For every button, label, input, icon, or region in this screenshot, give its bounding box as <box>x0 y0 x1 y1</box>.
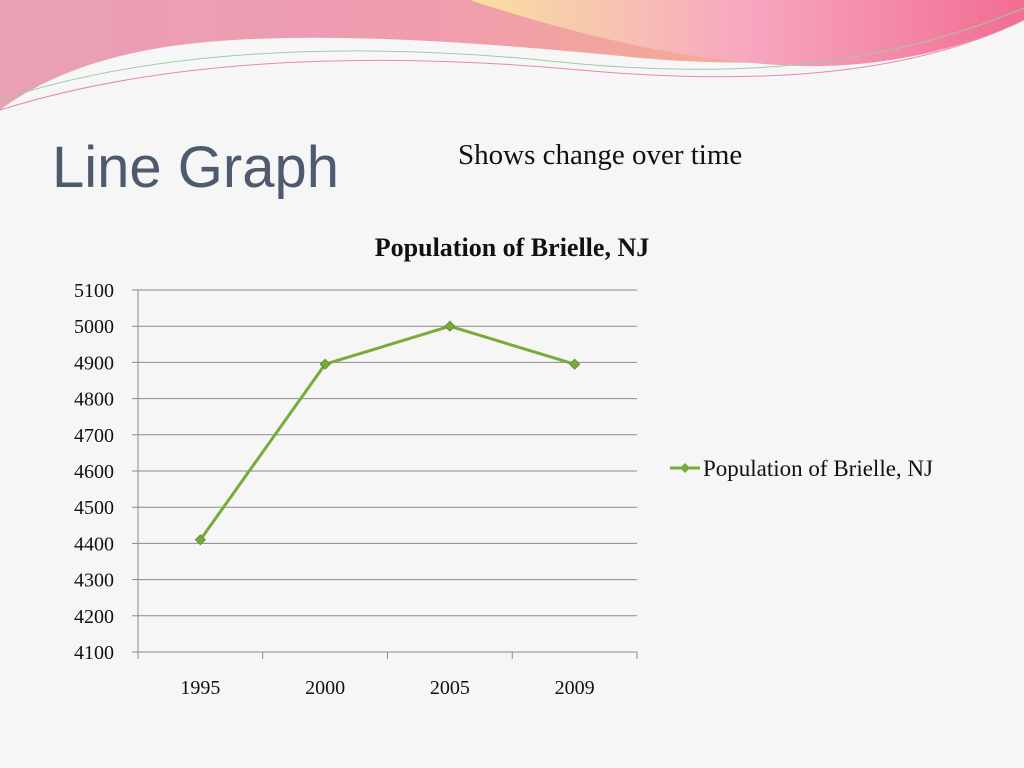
legend-label: Population of Brielle, NJ <box>703 456 933 481</box>
y-tick-label: 4500 <box>74 497 114 519</box>
chart-title: Population of Brielle, NJ <box>375 233 649 262</box>
data-point <box>569 358 581 370</box>
decor-wave <box>470 0 1024 67</box>
y-tick-label: 4700 <box>74 425 114 447</box>
y-tick-label: 4900 <box>74 352 114 374</box>
decor-line <box>0 7 1024 101</box>
slide-title: Line Graph <box>52 135 339 200</box>
decor-line <box>0 19 1024 111</box>
y-tick-label: 4400 <box>74 533 114 555</box>
y-tick-label: 4600 <box>74 461 114 483</box>
y-tick-label: 4800 <box>74 389 114 411</box>
data-point <box>319 358 331 370</box>
x-tick-label: 2009 <box>555 677 595 699</box>
data-point <box>444 320 456 332</box>
y-tick-label: 4100 <box>74 642 114 664</box>
y-tick-label: 4200 <box>74 606 114 628</box>
y-tick-label: 4300 <box>74 570 114 592</box>
y-tick-label: 5100 <box>74 280 114 302</box>
x-tick-label: 2005 <box>430 677 470 699</box>
y-tick-label: 5000 <box>74 316 114 338</box>
x-tick-label: 2000 <box>305 677 345 699</box>
data-line <box>199 324 576 541</box>
legend-marker <box>680 463 690 473</box>
x-tick-label: 1995 <box>180 677 220 699</box>
slide-subtitle: Shows change over time <box>458 139 742 171</box>
data-point <box>194 534 206 546</box>
